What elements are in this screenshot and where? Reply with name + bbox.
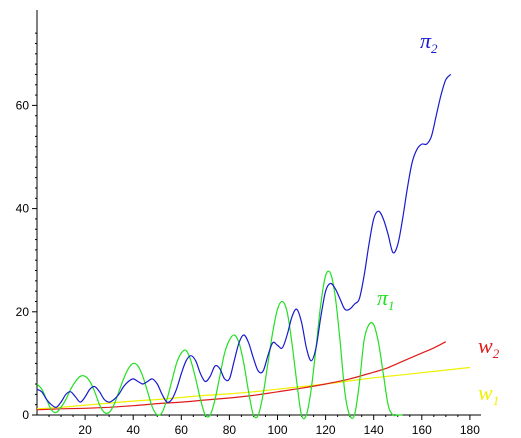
y-tick-label: 20 <box>16 305 30 319</box>
pi2-series-line <box>36 73 452 408</box>
axes <box>32 10 481 420</box>
w1-label: w1 <box>478 380 499 408</box>
tick-labels: 0 20 40 60 20 40 60 80 100 120 140 160 180 <box>16 98 481 437</box>
w1-series-line <box>36 366 470 410</box>
x-major-ticks <box>84 415 471 420</box>
y-tick-label: 60 <box>16 98 30 112</box>
x-tick-label: 40 <box>127 423 141 437</box>
pi1-label: π1 <box>377 285 395 313</box>
w2-series-line <box>36 341 447 411</box>
x-tick-label: 80 <box>223 423 237 437</box>
pi2-label: π2 <box>420 28 438 56</box>
x-minor-ticks <box>48 415 459 417</box>
y-tick-label: 40 <box>16 202 30 216</box>
x-tick-label: 20 <box>78 423 92 437</box>
w2-label: w2 <box>478 333 500 361</box>
x-tick-label: 180 <box>460 423 480 437</box>
x-tick-label: 100 <box>267 423 287 437</box>
y-tick-label: 0 <box>22 408 29 422</box>
series-labels: π2 π1 w2 w1 <box>377 28 500 408</box>
pi1-series-line <box>36 270 403 420</box>
y-minor-ticks <box>35 32 37 406</box>
x-tick-label: 160 <box>412 423 432 437</box>
x-tick-label: 60 <box>175 423 189 437</box>
x-tick-label: 120 <box>316 423 336 437</box>
y-major-ticks <box>32 104 37 416</box>
series-lines <box>36 73 470 420</box>
x-tick-label: 140 <box>364 423 384 437</box>
